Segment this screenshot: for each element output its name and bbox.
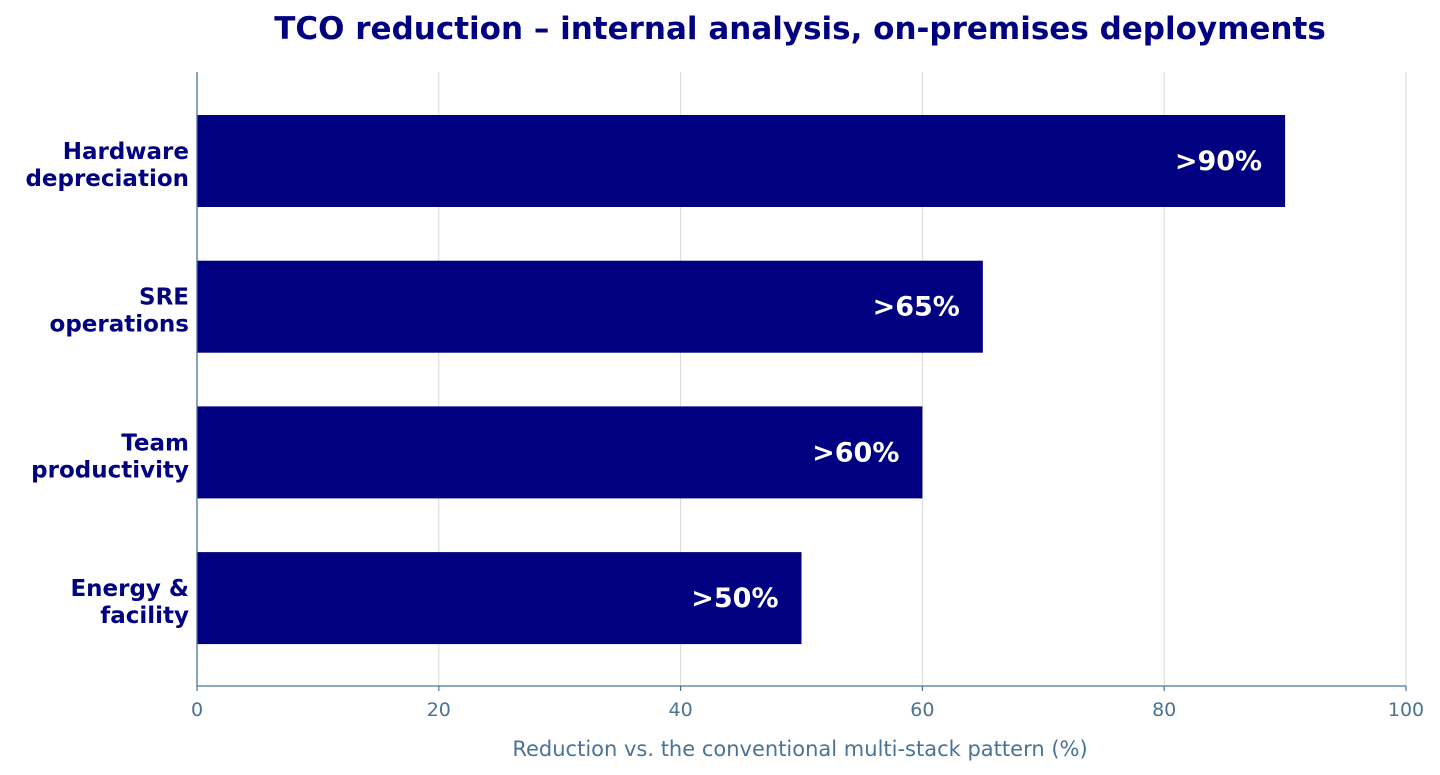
x-tick-label: 60	[910, 699, 934, 721]
bar-data-label: >65%	[873, 292, 960, 323]
bar-data-label: >50%	[691, 583, 778, 614]
x-tick-label: 0	[191, 699, 203, 721]
category-label: Energy & facility	[70, 576, 189, 629]
x-axis-label: Reduction vs. the conventional multi-sta…	[512, 737, 1087, 761]
category-label: Team productivity	[31, 430, 189, 483]
category-labels: Hardware depreciation SRE operations Team pro…	[25, 139, 189, 629]
x-tick-labels: 0 20 40 60 80 100	[191, 686, 1424, 721]
chart-title: TCO reduction – internal analysis, on-pr…	[274, 11, 1326, 47]
bar	[197, 260, 983, 353]
category-label: SRE operations	[50, 285, 189, 338]
axes	[196, 72, 1406, 687]
bars: >90% >65% >60% >50%	[197, 115, 1286, 645]
x-tick-label: 20	[427, 699, 451, 721]
bar-data-label: >60%	[812, 437, 899, 468]
x-tick-label: 40	[669, 699, 693, 721]
x-tick-label: 80	[1152, 699, 1176, 721]
bar	[197, 115, 1286, 207]
x-tick-label: 100	[1388, 699, 1424, 721]
bar	[197, 406, 923, 499]
bar-data-label: >90%	[1175, 146, 1262, 177]
category-label: Hardware depreciation	[25, 139, 189, 192]
bar	[197, 552, 802, 645]
